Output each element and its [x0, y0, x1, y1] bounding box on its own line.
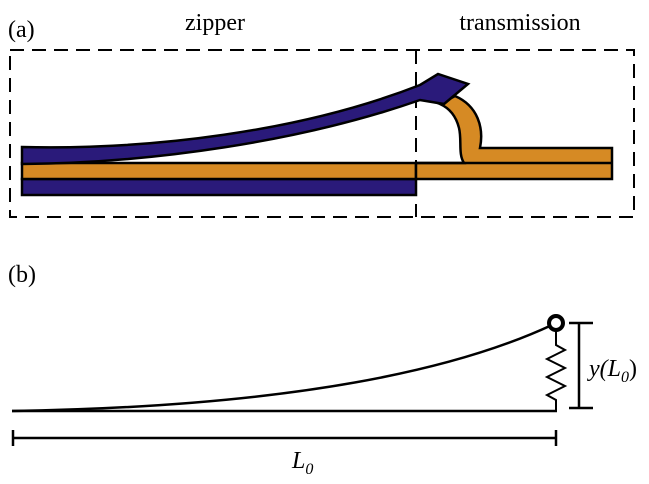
bottom-beam	[22, 179, 416, 195]
waveguide	[22, 163, 416, 179]
page: (a) zipper transmission (b) y(L0) L0 (()…	[0, 0, 649, 484]
length-sub: 0	[305, 461, 313, 478]
spring	[547, 331, 565, 411]
length-main: L	[291, 448, 305, 474]
panel-a-label: (a)	[8, 17, 35, 43]
top-beam	[22, 74, 468, 164]
zipper-label: zipper	[185, 10, 245, 36]
panel-b-label: (b)	[8, 262, 36, 288]
deflected-beam	[12, 325, 552, 411]
transmission-label: transmission	[459, 10, 580, 36]
diagram: (a) zipper transmission (b) y(L0) L0	[0, 0, 649, 484]
transmission-arm	[416, 96, 612, 179]
tip	[549, 316, 563, 330]
height-label: y(L0)	[587, 356, 637, 386]
length-label: L0	[291, 448, 313, 478]
height-main: y(L	[587, 356, 621, 382]
height-sub: 0	[621, 369, 629, 386]
height-close: )	[629, 356, 637, 382]
